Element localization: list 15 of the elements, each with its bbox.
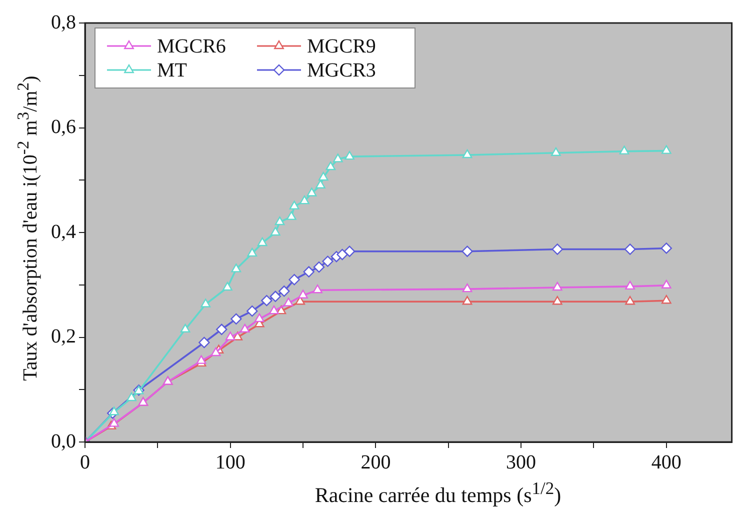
x-tick-label: 0	[80, 451, 90, 474]
x-tick-label: 100	[215, 451, 246, 474]
y-tick-label: 0,4	[51, 220, 76, 243]
legend-label: MGCR3	[307, 59, 376, 82]
y-tick-label: 0,0	[51, 430, 76, 452]
x-axis-title: Racine carrée du temps (s$^{1/2}$)	[314, 478, 562, 507]
y-tick-label: 0,2	[51, 326, 76, 348]
legend-label: MT	[157, 59, 187, 82]
legend-label: MGCR6	[157, 35, 226, 58]
x-tick-label: 400	[651, 451, 682, 474]
legend-label: MGCR9	[307, 35, 376, 58]
x-tick-label: 300	[506, 451, 536, 474]
y-tick-label: 0,8	[51, 11, 76, 34]
y-tick-label: 0,6	[51, 116, 76, 138]
x-tick-label: 200	[360, 451, 391, 474]
